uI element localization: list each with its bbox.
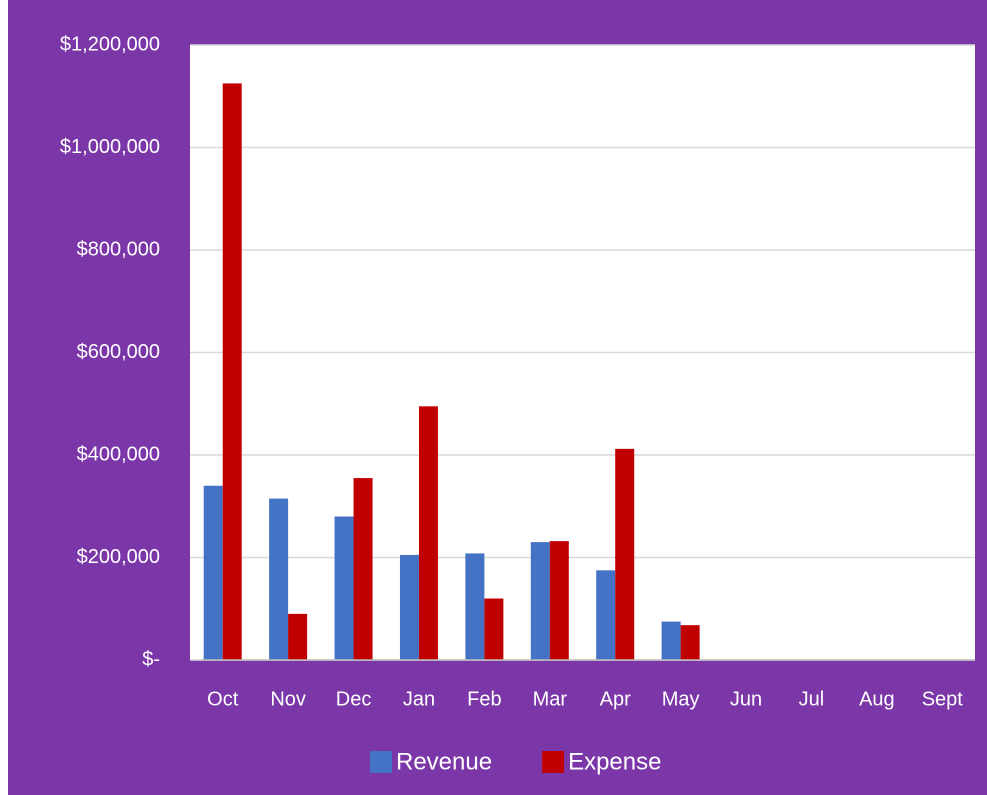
- y-tick-label: $1,000,000: [60, 136, 160, 158]
- bar: [269, 498, 289, 660]
- bar: [418, 406, 438, 660]
- x-tick-label: Sept: [922, 688, 964, 710]
- x-tick-label: Jul: [799, 688, 825, 710]
- y-tick-label: $-: [142, 648, 160, 670]
- x-tick-label: Mar: [533, 688, 568, 710]
- bar: [596, 570, 616, 660]
- bar: [530, 542, 550, 660]
- x-tick-label: Aug: [859, 688, 895, 710]
- bar: [334, 516, 354, 660]
- legend-label: Revenue: [396, 748, 492, 775]
- legend-swatch: [370, 751, 392, 773]
- legend-label: Expense: [568, 748, 661, 775]
- bar: [465, 553, 485, 660]
- bar: [661, 621, 681, 660]
- x-tick-label: Nov: [270, 688, 306, 710]
- x-tick-label: Dec: [336, 688, 372, 710]
- legend-swatch: [542, 751, 565, 773]
- x-tick-label: Jan: [403, 688, 435, 710]
- y-tick-label: $200,000: [77, 546, 160, 568]
- bar: [549, 541, 569, 660]
- x-tick-label: Feb: [467, 688, 501, 710]
- x-tick-label: Oct: [207, 688, 239, 710]
- y-tick-label: $800,000: [77, 238, 160, 260]
- bar: [222, 83, 242, 660]
- x-tick-label: Jun: [730, 688, 762, 710]
- bar: [288, 613, 308, 660]
- bar: [399, 554, 419, 660]
- y-tick-label: $1,200,000: [60, 33, 160, 55]
- x-tick-label: May: [662, 688, 700, 710]
- bar: [484, 598, 504, 660]
- bar: [353, 478, 373, 660]
- y-tick-label: $600,000: [77, 341, 160, 363]
- x-tick-label: Apr: [600, 688, 631, 710]
- bar: [203, 485, 223, 660]
- bar: [615, 448, 635, 660]
- y-tick-label: $400,000: [77, 443, 160, 465]
- bar: [680, 625, 700, 660]
